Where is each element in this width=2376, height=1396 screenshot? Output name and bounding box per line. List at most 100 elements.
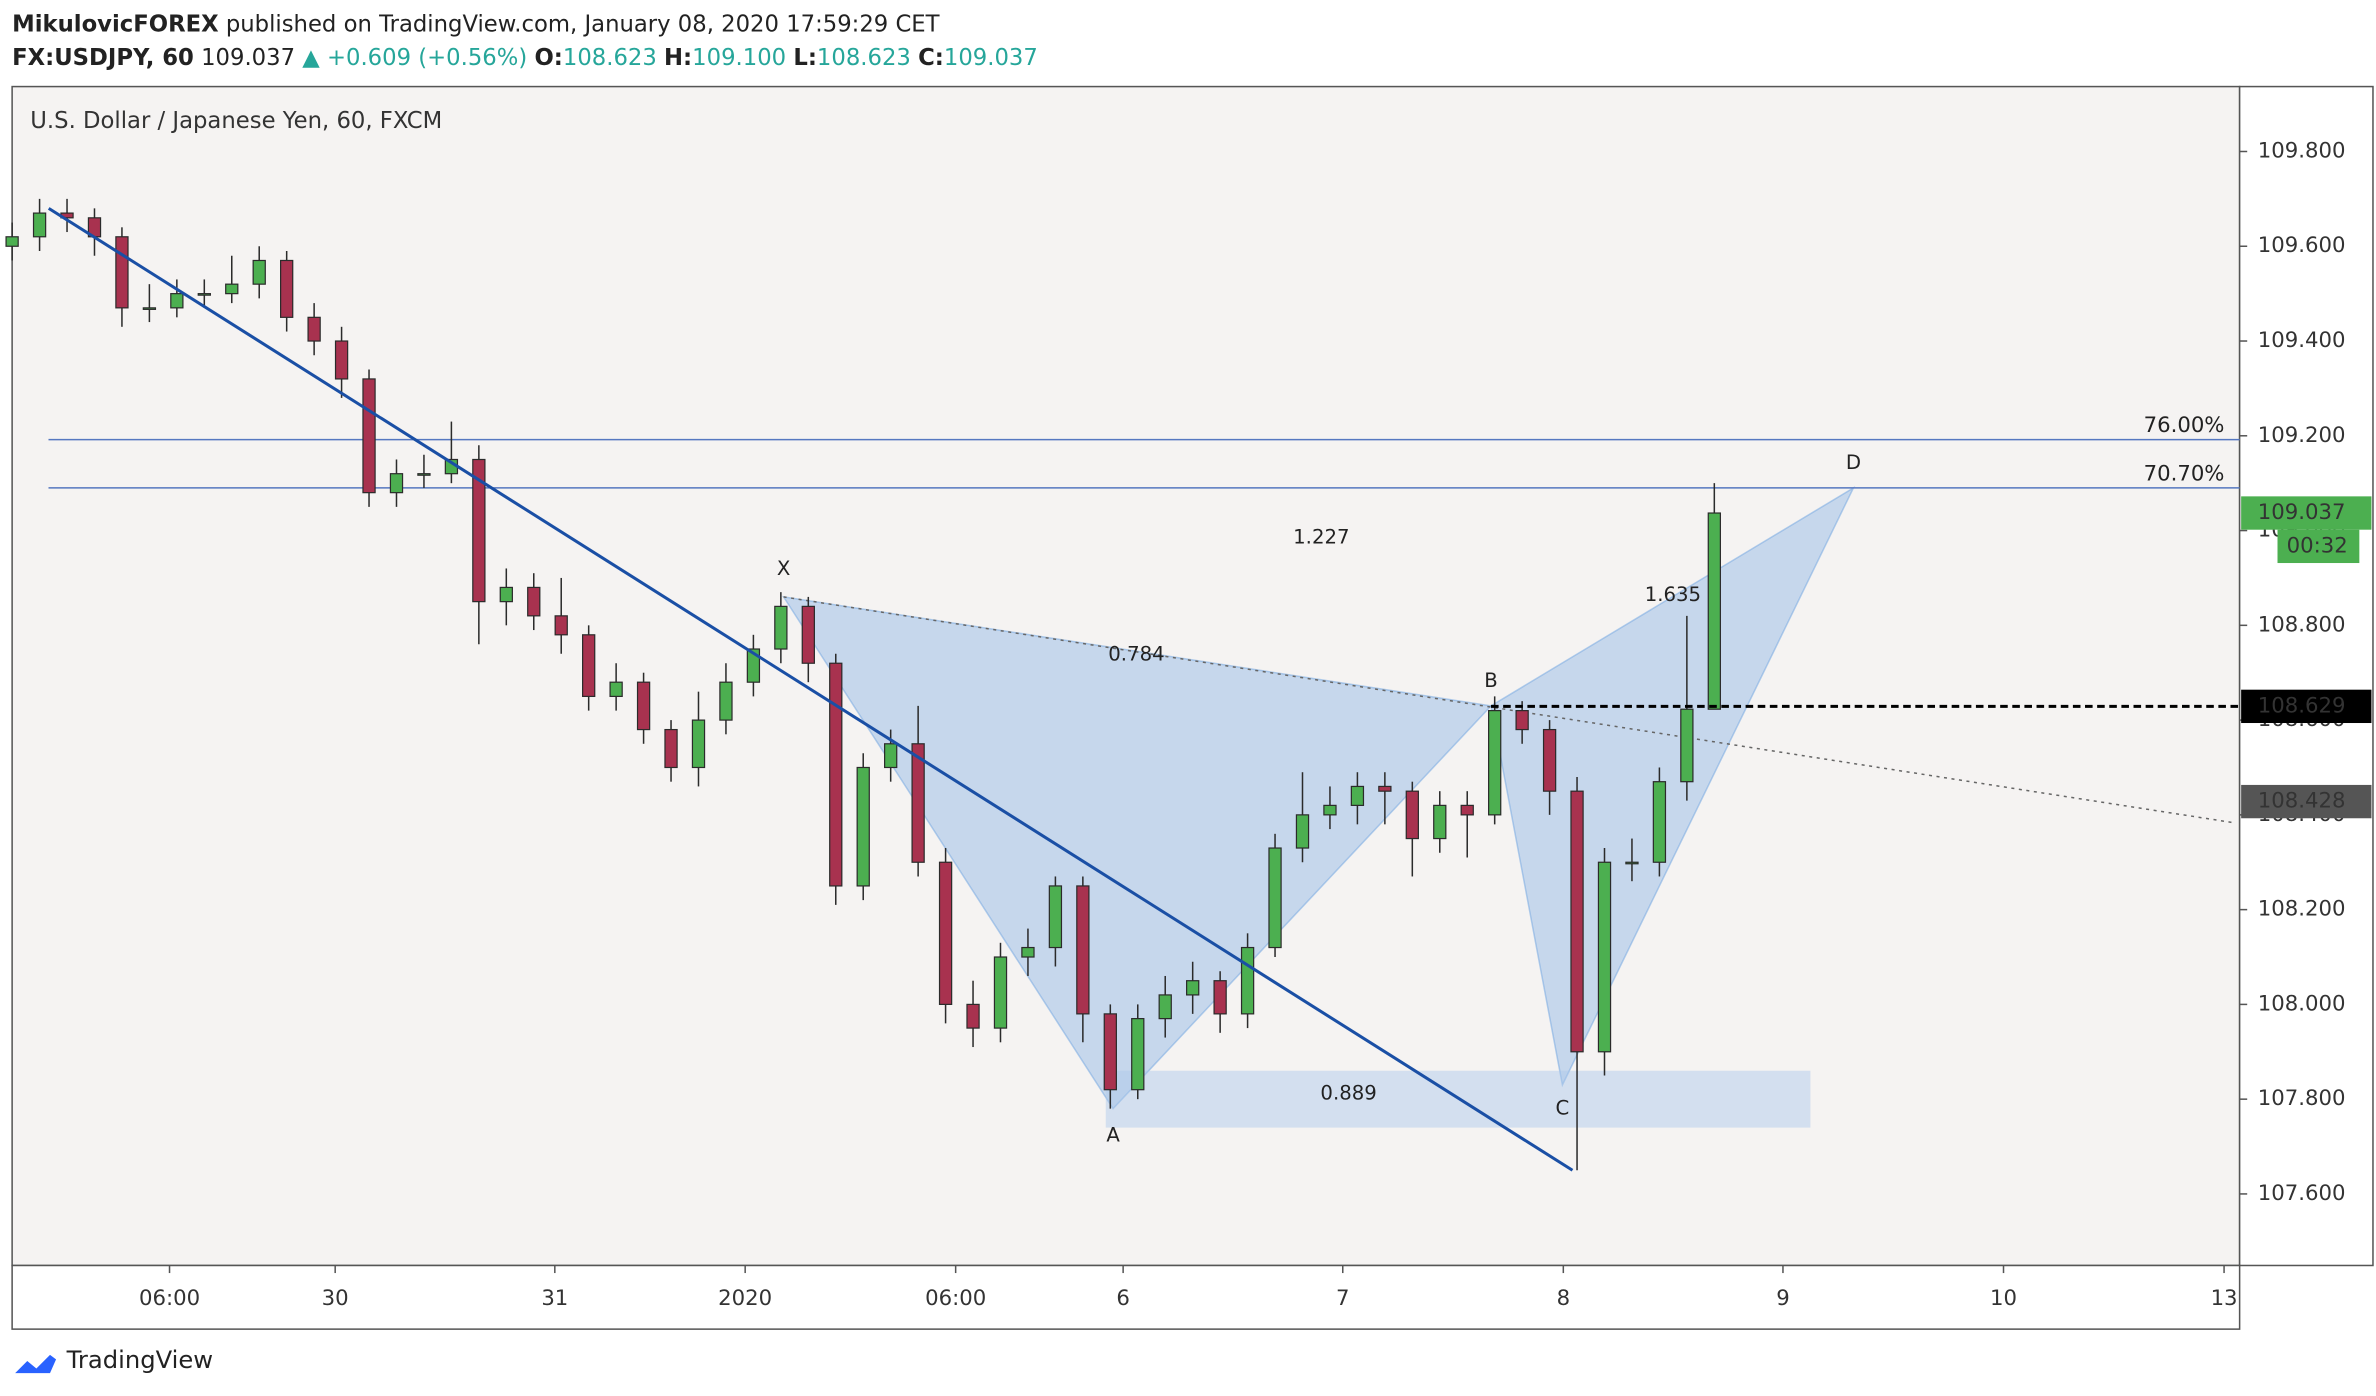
y-tick-label: 109.200 (2258, 423, 2346, 448)
candle-body (32, 212, 47, 238)
pattern-point-label: D (1846, 451, 1861, 474)
y-tick-label: 109.800 (2258, 138, 2346, 163)
dotted-line (783, 596, 2236, 824)
last-price-label-box (2241, 496, 2372, 530)
ohlc-value: 108.623 (563, 44, 657, 70)
y-tick-label: 109.600 (2258, 233, 2346, 258)
y-tick-label: 109.400 (2258, 328, 2346, 353)
candle-body (1597, 861, 1612, 1053)
pattern-point-label: X (777, 557, 791, 580)
x-tick-label: 06:00 (139, 1286, 200, 1311)
pattern-point-label: A (1106, 1123, 1120, 1146)
time-axis (11, 1264, 2241, 1330)
x-tick-label: 13 (2211, 1286, 2238, 1311)
candle-body (1295, 814, 1310, 849)
candle-body (884, 743, 898, 769)
candle-body (746, 648, 761, 683)
ohlc-value: 109.100 (692, 44, 786, 70)
candle-body (1405, 790, 1419, 840)
candle-body (1488, 710, 1502, 816)
x-tick-label: 2020 (718, 1286, 772, 1311)
candle-body (472, 458, 486, 603)
last-price-label: 109.037 (2258, 500, 2346, 525)
brand: TradingView (15, 1345, 213, 1374)
fib-label: 76.00% (2144, 413, 2225, 438)
candle-body (1625, 861, 1639, 865)
x-tick-label: 8 (1557, 1286, 1570, 1311)
candle-body (334, 340, 349, 380)
x-tick-label: 10 (1990, 1286, 2017, 1311)
candle-body (829, 662, 843, 887)
candle-body (554, 615, 568, 636)
candle-body (1542, 728, 1557, 792)
candle-body (1240, 946, 1255, 1015)
ohlc-label: H: (664, 44, 692, 70)
candle-body (609, 681, 623, 698)
candle-body (1680, 708, 1694, 783)
y-tick-label: 107.800 (2258, 1086, 2346, 1111)
candle-body (911, 743, 925, 863)
x-tick-label: 30 (322, 1286, 349, 1311)
ohlc-value: 108.623 (817, 44, 911, 70)
countdown-box (2277, 529, 2360, 564)
price: 109.037 (201, 44, 295, 70)
candle-body (1350, 785, 1365, 806)
candle-body (1652, 781, 1667, 863)
candle-body (307, 316, 321, 342)
candle-body (664, 728, 678, 769)
change: ▲ +0.609 (+0.56%) (302, 44, 527, 70)
candle-body (1433, 804, 1447, 840)
ratio-label: 0.784 (1108, 642, 1164, 665)
fib-label: 70.70% (2144, 461, 2225, 486)
candle-body (1515, 710, 1529, 731)
candle-body (197, 293, 211, 296)
marker-price-label-box (2241, 689, 2372, 724)
candle-body (115, 236, 129, 309)
publish-line: MikulovicFOREX published on TradingView.… (12, 11, 940, 37)
symbol-line: FX:USDJPY, 60 109.037 ▲ +0.609 (+0.56%) … (12, 44, 1038, 70)
candle-body (527, 586, 541, 617)
ratio-label: 1.635 (1645, 583, 1701, 606)
candle-body (1021, 946, 1035, 958)
x-tick-label: 6 (1116, 1286, 1130, 1311)
candle-body (1048, 885, 1063, 949)
candle-body (582, 634, 596, 698)
candle-body (993, 956, 1008, 1029)
brand-name: TradingView (66, 1345, 213, 1374)
marker-price-label: 108.629 (2258, 693, 2346, 718)
candle-body (499, 586, 513, 603)
candle-body (1268, 847, 1282, 949)
candle-body (1186, 980, 1200, 996)
ohlc-label: L: (793, 44, 817, 70)
ohlc-label: O: (534, 44, 562, 70)
candle-body (1707, 512, 1721, 710)
ohlc-label: C: (918, 44, 944, 70)
brand-logo (15, 1354, 57, 1374)
candle-body (1323, 804, 1337, 816)
candle-body (1213, 980, 1227, 1015)
candle-body (774, 605, 788, 650)
candle-body (170, 293, 184, 309)
other-price-label-box (2241, 784, 2372, 819)
pattern-point-label: B (1484, 669, 1498, 692)
y-tick-label: 108.800 (2258, 612, 2346, 637)
candle-body (1131, 1018, 1145, 1091)
ratio-label: 1.227 (1293, 526, 1349, 549)
other-price-label: 108.428 (2258, 789, 2346, 814)
candle-body (1460, 804, 1474, 816)
ratio-label: 0.889 (1320, 1082, 1376, 1105)
candle-body (225, 283, 239, 295)
trendline (47, 207, 1574, 1172)
candle-body (1103, 1013, 1117, 1091)
published: published on TradingView.com, January 08… (226, 11, 940, 37)
chart-title: U.S. Dollar / Japanese Yen, 60, FXCM (30, 108, 442, 134)
plot-area (11, 85, 2241, 1267)
pattern-point-label: C (1556, 1097, 1570, 1120)
candle-body (801, 605, 815, 664)
candle-body (636, 681, 651, 731)
y-tick-label: 108.000 (2258, 991, 2346, 1016)
ohlc-value: 109.037 (944, 44, 1038, 70)
candle-body (1158, 994, 1172, 1020)
